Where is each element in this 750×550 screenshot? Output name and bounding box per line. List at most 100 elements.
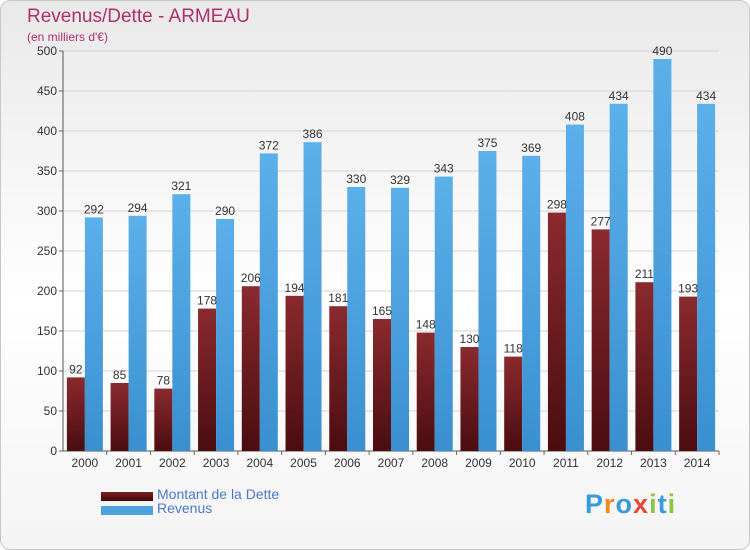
- bar-revenus: [609, 103, 628, 452]
- data-label-revenus: 329: [390, 173, 410, 187]
- y-tick-label: 300: [37, 204, 57, 218]
- logo-letter: i: [649, 489, 658, 519]
- x-tick-label: 2006: [334, 456, 361, 470]
- data-label-dette: 194: [285, 281, 305, 295]
- data-label-revenus: 369: [521, 141, 541, 155]
- data-label-dette: 130: [459, 332, 479, 346]
- bar-revenus: [434, 176, 453, 451]
- data-label-revenus: 321: [171, 179, 191, 193]
- x-tick-label: 2007: [378, 456, 405, 470]
- bar-dette: [504, 356, 523, 451]
- data-label-dette: 277: [591, 214, 611, 228]
- data-label-dette: 78: [157, 374, 171, 388]
- y-tick-label: 0: [50, 444, 57, 458]
- legend-label-dette: Montant de la Dette: [157, 486, 280, 502]
- bar-dette: [154, 388, 173, 451]
- x-tick-label: 2013: [640, 456, 667, 470]
- x-tick-label: 2001: [115, 456, 142, 470]
- y-tick-label: 250: [37, 244, 57, 258]
- data-labels: 92 292 85 294 78 321 178 290 206 372 194 386 181 330 1…: [69, 44, 716, 388]
- x-tick-label: 2009: [465, 456, 492, 470]
- bar-dette: [679, 296, 698, 451]
- data-label-revenus: 408: [565, 110, 585, 124]
- data-label-revenus: 292: [84, 202, 104, 216]
- chart-subtitle: (en milliers d'€): [27, 30, 108, 44]
- data-label-revenus: 290: [215, 204, 235, 218]
- bar-dette: [635, 282, 654, 451]
- y-tick-label: 100: [37, 364, 57, 378]
- data-label-dette: 211: [635, 267, 654, 281]
- bar-revenus: [565, 124, 584, 451]
- bar-revenus: [303, 142, 322, 451]
- x-tick-label: 2011: [553, 456, 579, 470]
- data-label-revenus: 343: [434, 162, 454, 176]
- proxiti-logo: Proxiti: [585, 489, 676, 520]
- legend-swatch-dette: [101, 492, 153, 501]
- x-tick-label: 2003: [203, 456, 230, 470]
- axes: 0 50 100 150 200 250 300 350 400 450 500 2000 2001 20…: [37, 44, 720, 470]
- data-label-revenus: 386: [303, 127, 323, 141]
- x-tick-label: 2002: [159, 456, 186, 470]
- data-label-revenus: 330: [346, 172, 366, 186]
- bar-revenus: [522, 155, 541, 452]
- bar-revenus: [216, 219, 235, 451]
- bar-dette: [416, 332, 435, 451]
- x-tick-label: 2000: [72, 456, 99, 470]
- bar-revenus: [391, 187, 409, 452]
- data-label-dette: 193: [678, 282, 698, 296]
- x-tick-label: 2008: [421, 456, 448, 470]
- bar-revenus: [259, 153, 278, 451]
- bar-dette: [66, 377, 85, 451]
- logo-letter: x: [633, 489, 650, 519]
- bar-dette: [329, 306, 348, 451]
- y-tick-label: 150: [37, 324, 57, 338]
- bar-dette: [110, 383, 129, 451]
- x-tick-label: 2010: [509, 456, 536, 470]
- data-label-dette: 148: [416, 318, 436, 332]
- bar-revenus: [172, 194, 191, 451]
- data-label-revenus: 490: [652, 44, 672, 58]
- y-tick-label: 200: [37, 284, 57, 298]
- bar-dette: [241, 286, 260, 451]
- bar-revenus: [128, 215, 147, 451]
- bar-revenus: [697, 103, 716, 452]
- chart-title: Revenus/Dette - ARMEAU: [27, 6, 250, 27]
- bar-dette: [591, 229, 610, 451]
- data-label-dette: 206: [241, 271, 261, 285]
- bar-dette: [547, 212, 566, 451]
- x-tick-label: 2012: [596, 456, 623, 470]
- data-label-revenus: 434: [696, 89, 716, 103]
- data-label-dette: 178: [197, 294, 217, 308]
- x-tick-label: 2004: [246, 456, 273, 470]
- data-label-dette: 92: [69, 362, 83, 376]
- bars: [66, 59, 716, 452]
- data-label-dette: 181: [328, 291, 348, 305]
- bar-revenus: [478, 151, 497, 451]
- bar-dette: [285, 295, 304, 451]
- y-tick-label: 450: [37, 84, 57, 98]
- logo-letter: o: [615, 489, 634, 519]
- data-label-dette: 118: [504, 342, 523, 356]
- y-tick-label: 500: [37, 44, 57, 58]
- bar-revenus: [347, 187, 366, 451]
- bar-revenus: [84, 217, 103, 451]
- bar-dette: [460, 347, 479, 451]
- bar-dette: [373, 319, 391, 451]
- x-tick-label: 2014: [684, 456, 711, 470]
- y-tick-label: 400: [37, 124, 57, 138]
- data-label-revenus: 372: [259, 138, 279, 152]
- y-tick-label: 350: [37, 164, 57, 178]
- data-label-revenus: 434: [609, 89, 629, 103]
- logo-letter: i: [667, 489, 677, 519]
- legend-label-revenus: Revenus: [157, 500, 213, 516]
- data-label-dette: 298: [547, 198, 567, 212]
- logo-letter: r: [604, 489, 616, 519]
- bar-revenus: [653, 59, 672, 451]
- bar-dette: [198, 308, 217, 451]
- data-label-dette: 85: [113, 368, 127, 382]
- logo-letter: t: [657, 489, 668, 519]
- data-label-dette: 165: [372, 304, 392, 318]
- logo-letter: P: [585, 489, 605, 519]
- legend-swatch-revenus: [101, 506, 153, 515]
